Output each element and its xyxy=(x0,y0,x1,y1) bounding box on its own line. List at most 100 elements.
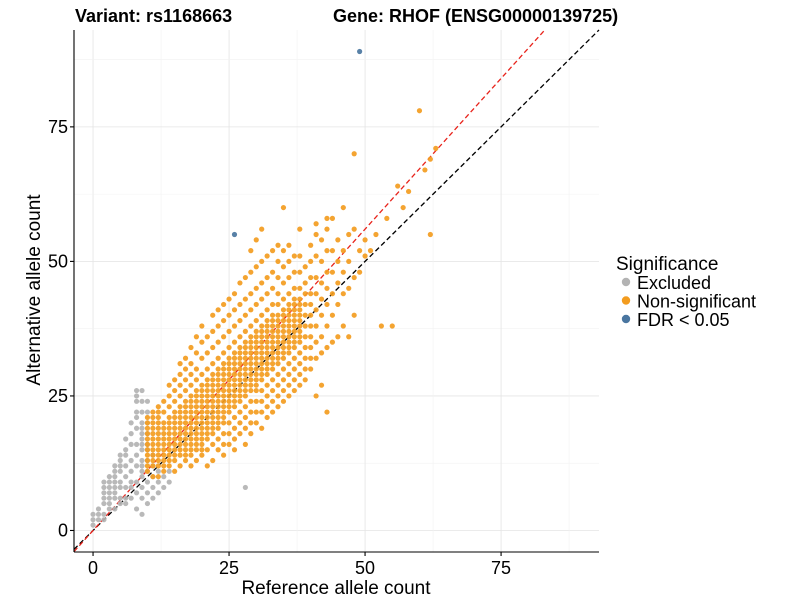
point-non-significant xyxy=(253,371,259,378)
point-excluded xyxy=(112,463,118,469)
point-non-significant xyxy=(155,441,161,447)
point-non-significant xyxy=(193,457,200,464)
point-non-significant xyxy=(221,301,227,308)
point-excluded xyxy=(123,447,129,453)
point-non-significant xyxy=(231,382,238,388)
point-non-significant xyxy=(242,387,248,394)
point-non-significant xyxy=(172,425,178,431)
point-non-significant xyxy=(215,393,221,399)
point-non-significant xyxy=(221,393,227,399)
point-non-significant xyxy=(335,334,341,340)
point-non-significant xyxy=(237,431,243,437)
point-non-significant xyxy=(188,441,194,447)
point-non-significant xyxy=(308,291,314,297)
point-excluded xyxy=(144,490,151,496)
point-non-significant xyxy=(259,387,265,394)
point-non-significant xyxy=(226,387,232,394)
point-excluded xyxy=(166,468,172,474)
point-non-significant xyxy=(177,409,183,415)
legend-key-2 xyxy=(621,314,631,324)
point-non-significant xyxy=(275,334,281,340)
point-non-significant xyxy=(297,350,303,356)
point-non-significant xyxy=(226,371,232,378)
point-non-significant xyxy=(182,441,189,447)
point-non-significant xyxy=(416,108,423,114)
point-non-significant xyxy=(264,393,270,399)
y-tick-label: 50 xyxy=(48,251,68,271)
point-non-significant xyxy=(313,274,319,281)
point-non-significant xyxy=(172,452,178,458)
point-excluded xyxy=(106,490,112,496)
point-non-significant xyxy=(291,269,297,275)
point-non-significant xyxy=(193,409,200,415)
point-non-significant xyxy=(367,248,374,254)
point-non-significant xyxy=(291,296,297,302)
point-non-significant xyxy=(329,269,336,275)
point-non-significant xyxy=(269,323,276,329)
point-non-significant xyxy=(221,387,227,394)
point-non-significant xyxy=(204,420,210,426)
point-non-significant xyxy=(177,393,183,399)
point-non-significant xyxy=(297,296,303,302)
point-excluded xyxy=(133,441,140,447)
point-non-significant xyxy=(264,404,270,410)
legend-label: Excluded xyxy=(637,273,711,293)
point-non-significant xyxy=(242,296,248,302)
point-non-significant xyxy=(210,441,216,447)
point-non-significant xyxy=(221,441,227,447)
point-non-significant xyxy=(264,253,270,259)
point-non-significant xyxy=(280,350,287,356)
point-non-significant xyxy=(166,452,172,458)
point-non-significant xyxy=(264,291,270,297)
reference-line-fit xyxy=(73,29,546,553)
point-excluded xyxy=(133,425,140,431)
point-non-significant xyxy=(269,398,276,404)
point-non-significant xyxy=(215,404,221,410)
point-non-significant xyxy=(253,301,259,308)
point-non-significant xyxy=(346,285,352,291)
point-non-significant xyxy=(221,420,227,426)
point-non-significant xyxy=(308,242,314,248)
point-non-significant xyxy=(248,361,254,367)
point-non-significant xyxy=(286,382,292,388)
point-non-significant xyxy=(340,291,346,297)
point-non-significant xyxy=(226,355,232,361)
point-non-significant xyxy=(177,463,183,469)
point-non-significant xyxy=(199,355,205,361)
point-excluded xyxy=(139,447,145,453)
point-non-significant xyxy=(259,296,265,302)
point-non-significant xyxy=(280,264,287,270)
point-non-significant xyxy=(182,409,189,415)
point-non-significant xyxy=(302,312,308,318)
point-excluded xyxy=(112,474,118,480)
point-excluded xyxy=(117,484,123,491)
point-non-significant xyxy=(237,344,243,351)
point-non-significant xyxy=(422,167,428,173)
point-non-significant xyxy=(286,312,292,318)
point-non-significant xyxy=(362,253,368,259)
point-excluded xyxy=(117,468,123,474)
point-non-significant xyxy=(172,387,178,394)
point-non-significant xyxy=(199,414,205,421)
point-non-significant xyxy=(253,237,259,243)
point-excluded xyxy=(90,522,96,528)
point-excluded xyxy=(139,511,145,517)
point-non-significant xyxy=(221,431,227,437)
point-non-significant xyxy=(215,382,221,388)
x-tick-label: 0 xyxy=(88,558,98,578)
point-non-significant xyxy=(204,366,210,372)
point-non-significant xyxy=(215,425,221,431)
point-non-significant xyxy=(340,204,346,211)
point-non-significant xyxy=(231,307,238,313)
point-non-significant xyxy=(297,285,303,291)
point-excluded xyxy=(161,474,167,480)
point-non-significant xyxy=(199,420,205,426)
point-non-significant xyxy=(188,420,194,426)
point-non-significant xyxy=(275,312,281,318)
point-non-significant xyxy=(297,253,303,259)
point-non-significant xyxy=(161,420,167,426)
point-non-significant xyxy=(400,204,406,211)
point-non-significant xyxy=(291,328,297,334)
point-non-significant xyxy=(231,425,238,431)
point-non-significant xyxy=(259,334,265,340)
